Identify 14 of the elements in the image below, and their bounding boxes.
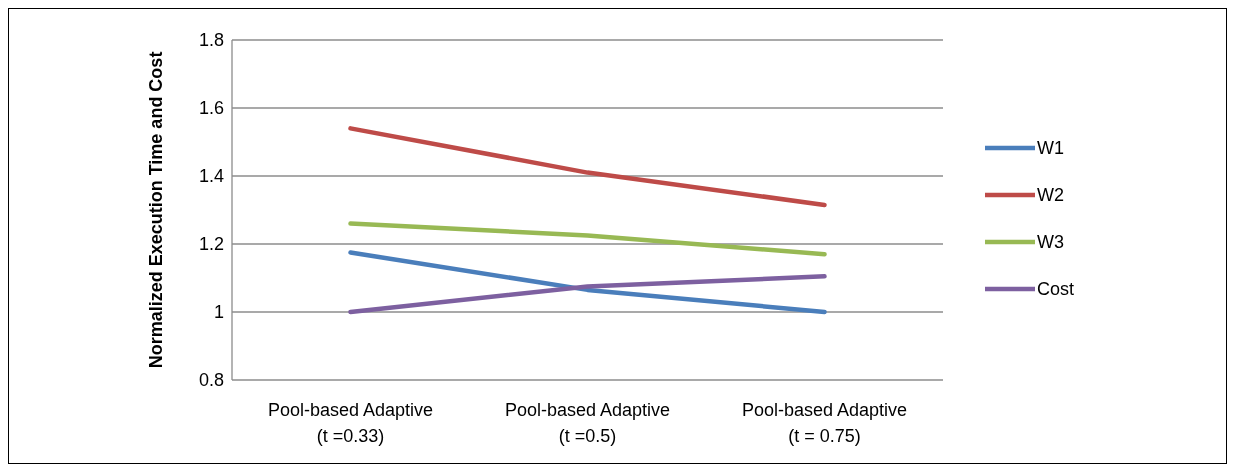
y-tick-label: 1.8 [198,30,224,51]
y-tick-label: 0.8 [198,370,224,391]
x-tick-label: Pool-based Adaptive (t = 0.75) [741,400,908,446]
legend-label: W3 [1037,232,1064,253]
y-tick-label: 1.4 [198,166,224,187]
y-tick-label: 1.6 [198,98,224,119]
y-tick-label: 1.2 [198,234,224,255]
legend-label: W1 [1037,138,1064,159]
y-axis-title: Normalized Execution Time and Cost [146,51,166,369]
x-tick-label: Pool-based Adaptive (t =0.33) [267,400,434,446]
legend-label: Cost [1037,279,1075,300]
legend-label: W2 [1037,185,1064,206]
x-tick-label: Pool-based Adaptive (t =0.5) [504,400,671,446]
y-tick-label: 1 [213,302,224,323]
